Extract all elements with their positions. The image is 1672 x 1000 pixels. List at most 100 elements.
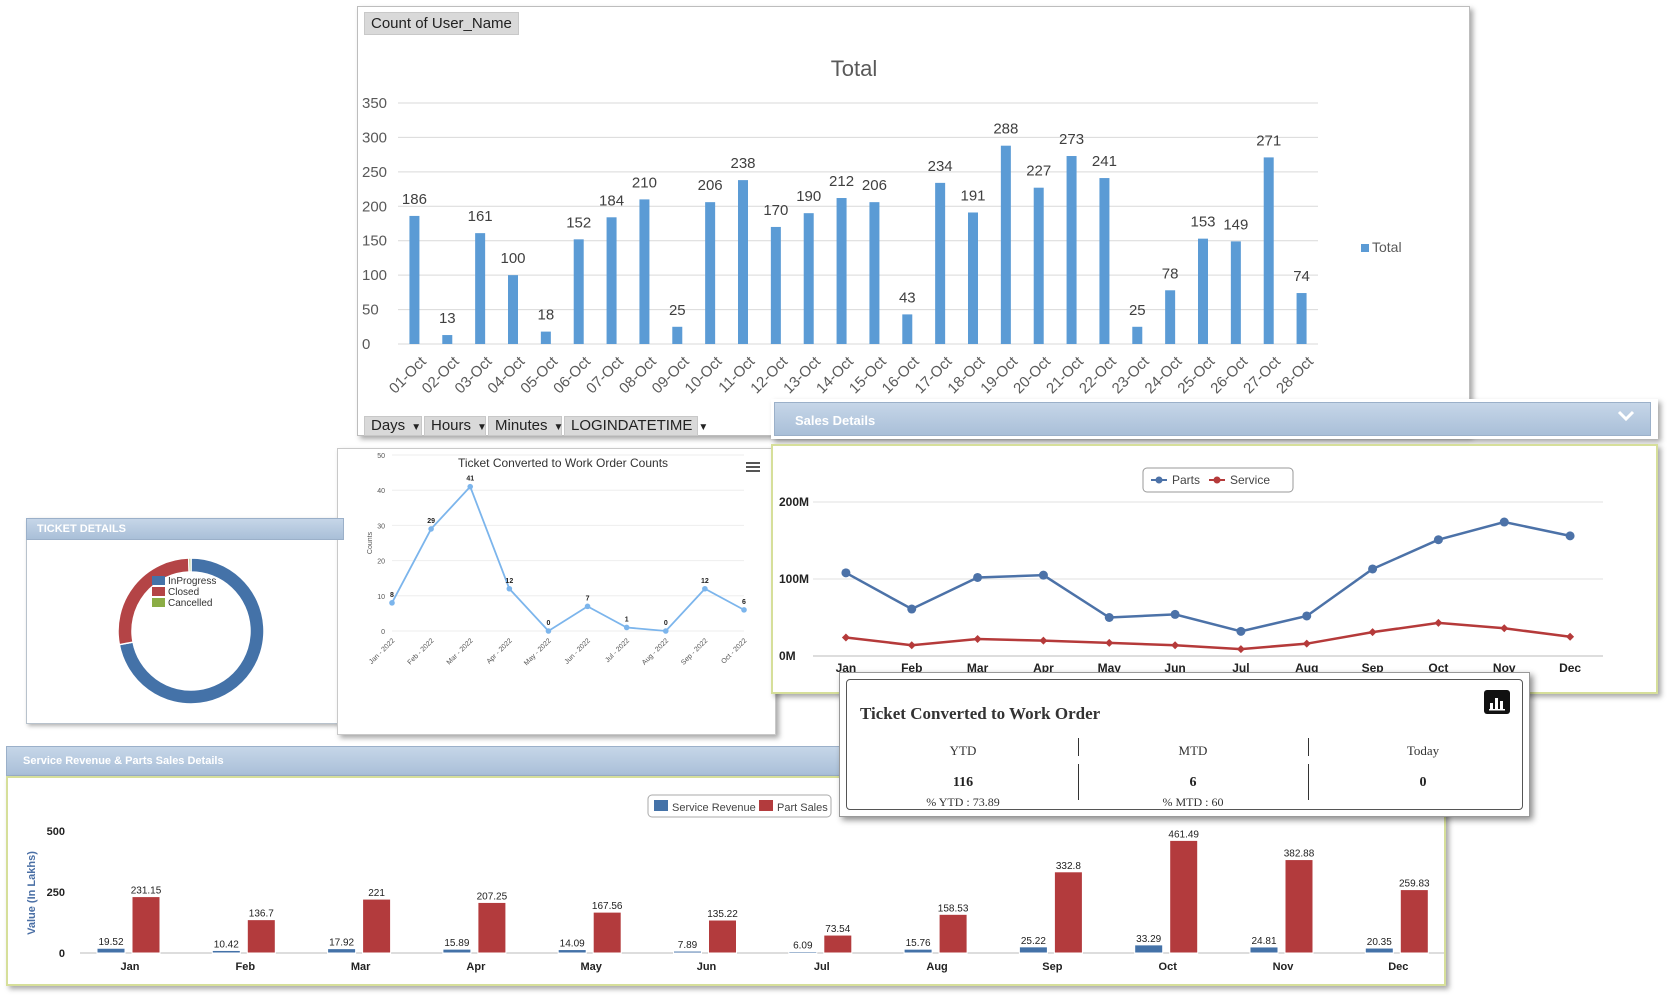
legend-label: Closed	[168, 587, 199, 598]
data-point	[1499, 517, 1509, 527]
bar	[1284, 859, 1314, 954]
bar-value-label: 271	[1256, 132, 1281, 149]
bar-value-label: 19.52	[98, 937, 123, 948]
bar-value-label: 212	[829, 173, 854, 190]
bar-value-label: 78	[1162, 265, 1179, 282]
x-tick-label: Nov	[1493, 661, 1516, 675]
logindatetime-filter-label: LOGINDATETIME	[571, 417, 693, 434]
series-line	[845, 621, 1571, 651]
legend-label: Total	[1372, 239, 1402, 255]
bar-value-label: 186	[402, 191, 427, 208]
x-tick-label: Oct - 2022	[720, 637, 748, 665]
x-tick-label: Feb - 2022	[407, 637, 436, 666]
data-point	[1039, 636, 1048, 645]
bar	[557, 949, 587, 954]
minutes-filter-button[interactable]: Minutes ▼	[488, 416, 563, 436]
y-axis-label: Value (In Lakhs)	[26, 851, 38, 935]
bar	[246, 919, 276, 954]
count-of-user-name-field-button[interactable]: Count of User_Name	[364, 12, 519, 35]
y-axis-label: Counts	[367, 531, 374, 554]
x-tick-label: Mar	[351, 961, 371, 973]
ticket-details-panel: InProgress Closed Cancelled	[26, 518, 344, 724]
revenue-header: Service Revenue & Parts Sales Details	[6, 746, 861, 776]
kpi-ytd-value: 116	[952, 775, 974, 790]
sales-details-panel: Parts Service 0M 100M 200M Jan Feb Mar Apr May Jun…	[771, 444, 1658, 694]
bar	[938, 913, 968, 954]
bar-value-label: 170	[763, 202, 788, 219]
days-filter-button[interactable]: Days ▼	[364, 416, 422, 436]
data-label: 7	[586, 595, 590, 602]
bar	[1132, 326, 1143, 344]
data-point	[1105, 638, 1114, 647]
bar	[1296, 293, 1307, 344]
data-label: 41	[466, 476, 474, 483]
legend-label: Service Revenue	[672, 802, 756, 814]
bar-value-label: 332.8	[1056, 861, 1081, 872]
x-tick-label: May	[1098, 661, 1122, 675]
x-tick-label: Aug	[926, 961, 947, 973]
bar	[968, 212, 978, 344]
x-tick-label: Sep	[1042, 961, 1062, 973]
x-tick-label: Apr	[1033, 661, 1054, 675]
data-point	[1500, 624, 1509, 633]
bar-value-label: 149	[1223, 216, 1248, 233]
y-tick-label: 0	[381, 629, 385, 636]
hamburger-menu-icon[interactable]	[746, 461, 760, 473]
bar-value-label: 210	[632, 174, 657, 191]
bar	[673, 950, 702, 954]
bar	[705, 202, 716, 344]
y-tick-label: 10	[377, 594, 385, 601]
legend-swatch	[152, 598, 165, 607]
y-tick-label: 40	[377, 488, 385, 495]
revenue-bar-chart: Service Revenue Part Sales 0 250 500 Value (I…	[26, 794, 1444, 973]
data-point	[467, 483, 474, 490]
bar	[1099, 178, 1110, 344]
sales-details-header[interactable]: Sales Details	[774, 402, 1651, 436]
logindatetime-filter-button[interactable]: LOGINDATETIME ▼	[564, 416, 708, 436]
data-label: 29	[427, 518, 435, 525]
bar	[869, 202, 880, 344]
x-tick-label: Apr - 2022	[486, 637, 514, 665]
donut-slice	[118, 557, 265, 705]
data-label: 1	[625, 616, 629, 623]
kpi-mtd-label: MTD	[1178, 743, 1208, 758]
data-label: 12	[505, 578, 513, 585]
data-point	[428, 526, 434, 532]
chevron-down-icon[interactable]	[1617, 410, 1635, 422]
x-tick-label: 28-Oct	[1273, 353, 1317, 397]
x-tick-label: Nov	[1273, 961, 1295, 973]
data-point	[907, 641, 916, 650]
kpi-ytd-percent: % YTD : 73.89	[926, 795, 1000, 809]
bar-value-label: 167.56	[592, 901, 623, 912]
bar-value-label: 13	[439, 310, 456, 327]
x-tick-label: Jan	[836, 661, 857, 675]
bar-value-label: 153	[1190, 214, 1215, 231]
data-point	[662, 628, 669, 634]
bar-value-label: 227	[1026, 163, 1051, 180]
data-point	[1368, 628, 1377, 637]
bar-value-label: 288	[993, 121, 1018, 138]
data-point	[1302, 639, 1311, 648]
hours-filter-button[interactable]: Hours ▼	[424, 416, 487, 436]
bar	[903, 948, 933, 954]
bar-value-label: 25	[1129, 302, 1146, 319]
bar-value-label: 231.15	[131, 886, 162, 897]
ticket-details-header: TICKET DETAILS	[26, 518, 344, 540]
bar	[362, 898, 392, 954]
kpi-divider	[1078, 764, 1079, 800]
legend-swatch	[152, 576, 165, 585]
bar-value-label: 6.09	[793, 941, 813, 952]
data-point	[1565, 531, 1575, 541]
bar-value-label: 7.89	[678, 940, 698, 951]
pivot-chart-panel: Count of User_Name Total 0 50 100 150 200 250 3…	[357, 6, 1470, 436]
bar	[1033, 187, 1044, 344]
y-tick-label: 200	[362, 198, 387, 215]
bar-value-label: 221	[368, 888, 385, 899]
data-point	[1170, 609, 1180, 619]
x-tick-label: Mar - 2022	[446, 637, 475, 666]
bar-value-label: 136.7	[249, 909, 274, 920]
bar-chart-icon[interactable]	[1484, 690, 1510, 714]
x-tick-label: Jun	[697, 961, 717, 973]
bar-value-label: 234	[928, 158, 953, 175]
ticket-details-title: TICKET DETAILS	[37, 523, 127, 535]
